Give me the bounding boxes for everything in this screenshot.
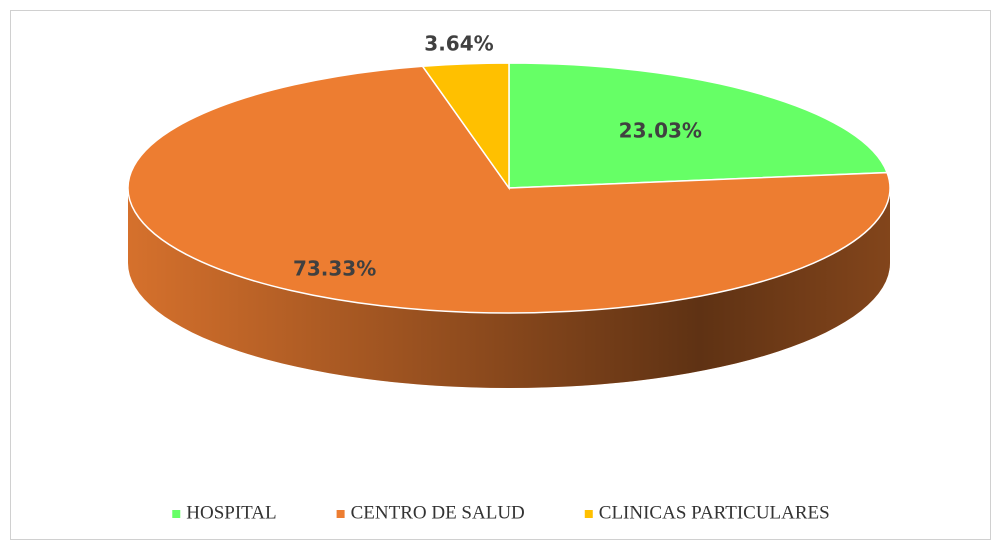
legend-swatch	[336, 510, 345, 518]
legend-swatch	[584, 510, 593, 518]
data-label: 3.64%	[424, 32, 493, 56]
data-label: 23.03%	[619, 118, 702, 142]
legend-label: CENTRO DE SALUD	[351, 502, 525, 523]
pie: 23.03% 73.33% 3.64%	[127, 32, 891, 388]
slice	[508, 62, 889, 189]
legend-label: CLINICAS PARTICULARES	[599, 502, 830, 523]
legend-label: HOSPITAL	[186, 502, 276, 523]
legend: HOSPITAL CENTRO DE SALUD CLINICAS PARTICUL…	[172, 502, 830, 523]
slice	[127, 65, 891, 314]
legend-swatch	[172, 510, 181, 518]
data-label: 73.33%	[293, 257, 376, 281]
slice-side-shade	[128, 188, 890, 388]
slice	[421, 62, 510, 191]
